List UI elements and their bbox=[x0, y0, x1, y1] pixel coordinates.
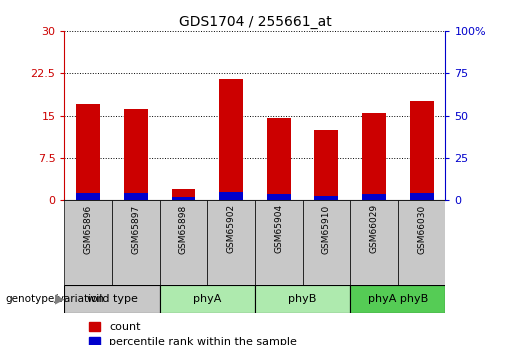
FancyBboxPatch shape bbox=[64, 285, 160, 313]
Bar bbox=[171, 189, 195, 200]
FancyBboxPatch shape bbox=[112, 200, 160, 285]
Bar bbox=[76, 104, 100, 200]
Bar bbox=[315, 130, 338, 200]
Bar bbox=[76, 193, 100, 200]
Text: wild type: wild type bbox=[87, 294, 138, 304]
Text: genotype/variation: genotype/variation bbox=[5, 294, 104, 304]
Bar bbox=[219, 191, 243, 200]
Text: GSM65898: GSM65898 bbox=[179, 204, 188, 254]
FancyBboxPatch shape bbox=[350, 200, 398, 285]
Bar bbox=[410, 193, 434, 200]
Text: GSM65897: GSM65897 bbox=[131, 204, 140, 254]
Bar bbox=[171, 197, 195, 200]
FancyBboxPatch shape bbox=[350, 285, 445, 313]
Bar bbox=[267, 195, 290, 200]
FancyBboxPatch shape bbox=[255, 285, 350, 313]
Bar bbox=[315, 196, 338, 200]
FancyBboxPatch shape bbox=[398, 200, 445, 285]
FancyBboxPatch shape bbox=[303, 200, 350, 285]
FancyBboxPatch shape bbox=[64, 200, 112, 285]
Text: GSM66030: GSM66030 bbox=[417, 204, 426, 254]
Bar bbox=[410, 101, 434, 200]
Text: GSM65896: GSM65896 bbox=[84, 204, 93, 254]
Bar bbox=[124, 109, 148, 200]
Bar bbox=[219, 79, 243, 200]
FancyBboxPatch shape bbox=[160, 285, 255, 313]
Text: GSM66029: GSM66029 bbox=[370, 204, 379, 254]
Bar bbox=[362, 195, 386, 200]
Text: GSM65902: GSM65902 bbox=[227, 204, 235, 254]
Text: GSM65904: GSM65904 bbox=[274, 204, 283, 254]
Text: phyB: phyB bbox=[288, 294, 317, 304]
FancyBboxPatch shape bbox=[160, 200, 207, 285]
Text: ▶: ▶ bbox=[55, 292, 65, 305]
Title: GDS1704 / 255661_at: GDS1704 / 255661_at bbox=[179, 14, 331, 29]
Text: GSM65910: GSM65910 bbox=[322, 204, 331, 254]
Legend: count, percentile rank within the sample: count, percentile rank within the sample bbox=[89, 322, 297, 345]
Text: phyA phyB: phyA phyB bbox=[368, 294, 428, 304]
FancyBboxPatch shape bbox=[207, 200, 255, 285]
Bar bbox=[124, 193, 148, 200]
FancyBboxPatch shape bbox=[255, 200, 303, 285]
Bar bbox=[267, 118, 290, 200]
Bar bbox=[362, 113, 386, 200]
Text: phyA: phyA bbox=[193, 294, 221, 304]
